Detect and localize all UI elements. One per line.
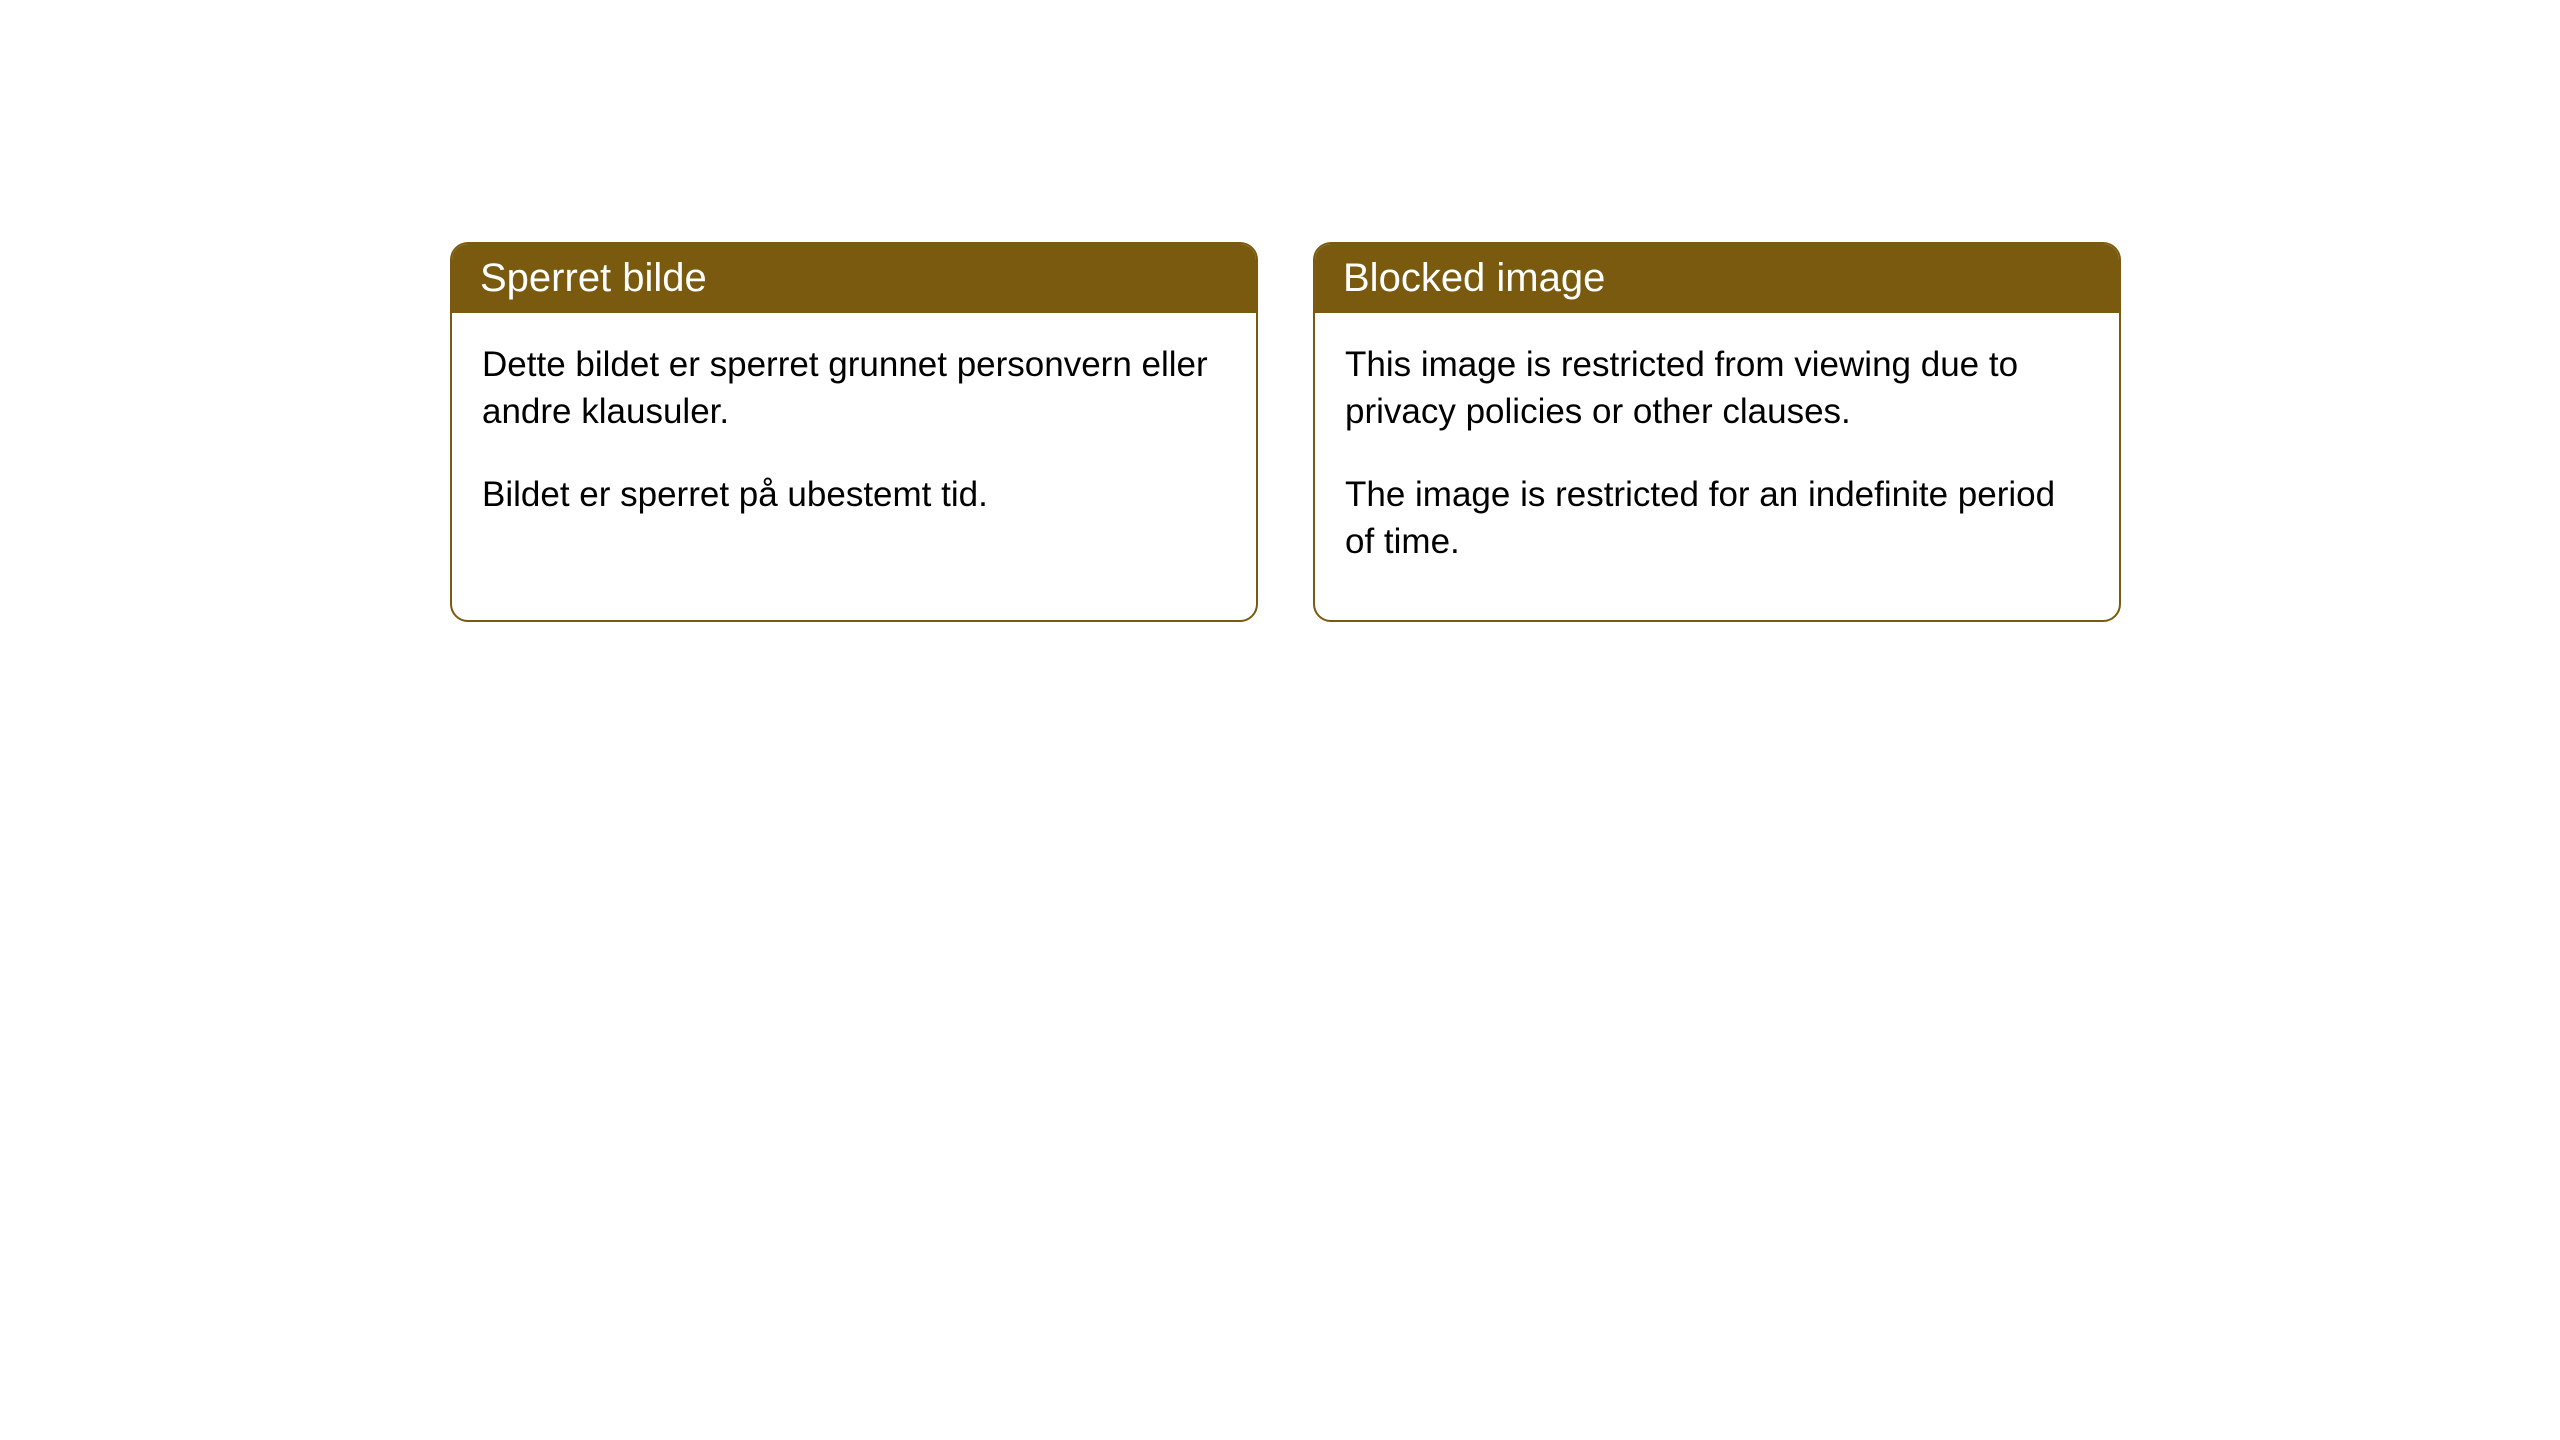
blocked-image-card-norwegian: Sperret bilde Dette bildet er sperret gr… [450,242,1258,622]
card-header: Blocked image [1315,244,2119,313]
card-paragraph-1: This image is restricted from viewing du… [1345,341,2089,436]
card-title: Sperret bilde [480,256,707,300]
card-header: Sperret bilde [452,244,1256,313]
blocked-image-card-english: Blocked image This image is restricted f… [1313,242,2121,622]
card-title: Blocked image [1343,256,1605,300]
card-paragraph-2: Bildet er sperret på ubestemt tid. [482,471,1226,518]
card-paragraph-1: Dette bildet er sperret grunnet personve… [482,341,1226,436]
card-paragraph-2: The image is restricted for an indefinit… [1345,471,2089,566]
notice-cards-container: Sperret bilde Dette bildet er sperret gr… [450,242,2121,622]
card-body: This image is restricted from viewing du… [1315,313,2119,620]
card-body: Dette bildet er sperret grunnet personve… [452,313,1256,573]
